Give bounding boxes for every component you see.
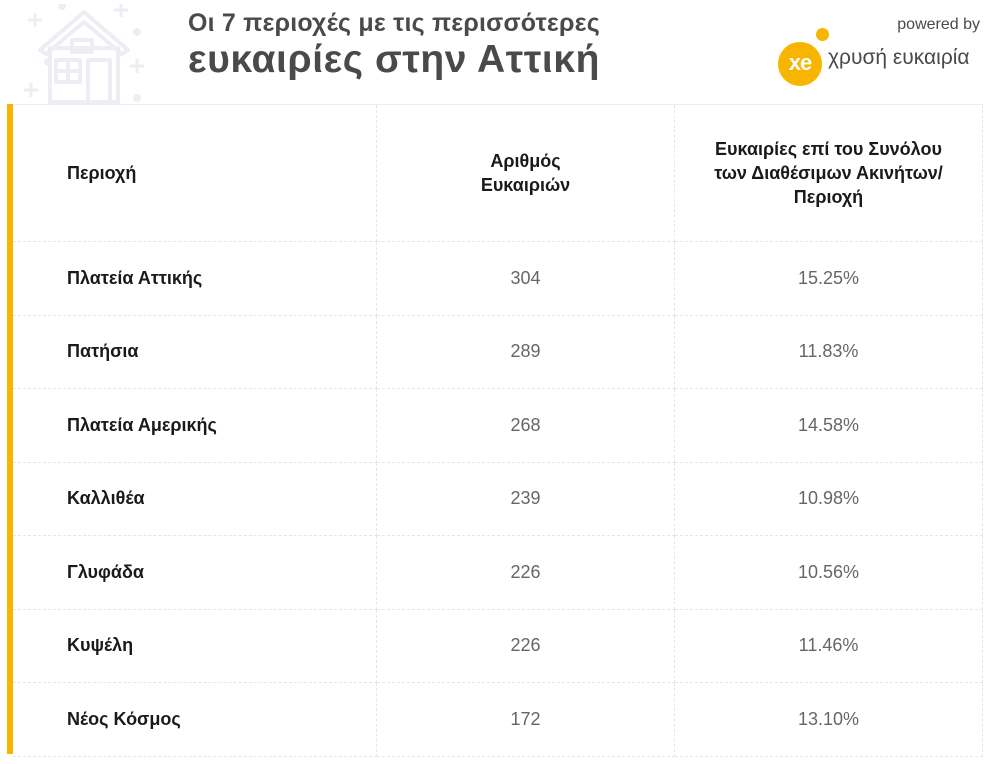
- opportunities-table: Περιοχή Αριθμός Ευκαιριών Ευκαιρίες επί …: [7, 104, 983, 757]
- table-row: Καλλιθέα 239 10.98%: [13, 461, 983, 536]
- cell-area: Γλυφάδα: [13, 535, 377, 610]
- cell-count: 239: [376, 461, 675, 536]
- cell-area: Καλλιθέα: [13, 461, 377, 536]
- column-header-area: Περιοχή: [13, 104, 377, 242]
- title-line-1: Οι 7 περιοχές με τις περισσότερες: [188, 9, 600, 37]
- cell-area: Πλατεία Αμερικής: [13, 388, 377, 463]
- house-icon: [24, 4, 144, 104]
- powered-by-label: powered by: [897, 16, 980, 33]
- table-row: Πλατεία Αττικής 304 15.25%: [13, 241, 983, 316]
- brand-name: χρυσή ευκαιρία: [828, 46, 970, 69]
- xe-logo-icon: xe: [778, 42, 822, 86]
- cell-area: Νέος Κόσμος: [13, 682, 377, 757]
- cell-area: Πλατεία Αττικής: [13, 241, 377, 316]
- cell-count: 172: [376, 682, 675, 757]
- title-line-2: ευκαιρίες στην Αττική: [188, 38, 601, 81]
- column-header-count-text: Αριθμός Ευκαιριών: [480, 151, 571, 195]
- accent-bar: [7, 104, 13, 754]
- cell-count: 289: [376, 314, 675, 389]
- cell-count: 268: [376, 388, 675, 463]
- table-header-row: Περιοχή Αριθμός Ευκαιριών Ευκαιρίες επί …: [13, 104, 983, 242]
- table-row: Πατήσια 289 11.83%: [13, 314, 983, 389]
- cell-count: 304: [376, 241, 675, 316]
- cell-share: 10.98%: [674, 461, 983, 536]
- page-title: Οι 7 περιοχές με τις περισσότερες ευκαιρ…: [188, 8, 600, 82]
- column-header-share: Ευκαιρίες επί του Συνόλου των Διαθέσιμων…: [674, 104, 983, 242]
- cell-share: 11.83%: [674, 314, 983, 389]
- table-row: Πλατεία Αμερικής 268 14.58%: [13, 388, 983, 463]
- cell-area: Κυψέλη: [13, 608, 377, 683]
- cell-share: 11.46%: [674, 608, 983, 683]
- cell-share: 15.25%: [674, 241, 983, 316]
- cell-share: 14.58%: [674, 388, 983, 463]
- column-header-share-text: Ευκαιρίες επί του Συνόλου των Διαθέσιμων…: [714, 139, 943, 207]
- cell-count: 226: [376, 608, 675, 683]
- cell-area: Πατήσια: [13, 314, 377, 389]
- logo-dot-icon: [816, 28, 829, 41]
- column-header-count: Αριθμός Ευκαιριών: [376, 104, 675, 242]
- table-row: Κυψέλη 226 11.46%: [13, 608, 983, 683]
- table-row: Γλυφάδα 226 10.56%: [13, 535, 983, 610]
- table-row: Νέος Κόσμος 172 13.10%: [13, 682, 983, 757]
- brand-logo: xe χρυσή ευκαιρία: [778, 28, 988, 86]
- cell-count: 226: [376, 535, 675, 610]
- cell-share: 13.10%: [674, 682, 983, 757]
- cell-share: 10.56%: [674, 535, 983, 610]
